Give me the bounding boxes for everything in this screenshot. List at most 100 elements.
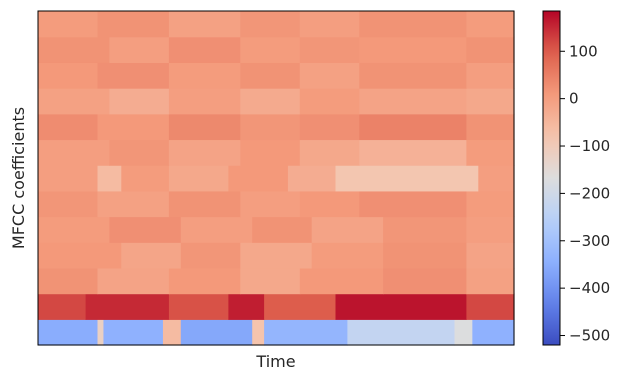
- heatmap-cell-c10-s2: [168, 88, 241, 115]
- heatmap-cell-c2-s4: [264, 293, 337, 320]
- heatmap-cell-c2-s2: [168, 293, 229, 320]
- heatmap-cell-c3-s6: [466, 267, 515, 295]
- colorbar-tick-label-3: −200: [569, 184, 610, 202]
- heatmap-cell-c5-s0: [38, 216, 110, 243]
- heatmap-cell-c2-s0: [38, 293, 87, 320]
- heatmap-cell-c10-s5: [359, 88, 467, 115]
- heatmap-cell-c9-s2: [168, 113, 241, 141]
- heatmap: [38, 11, 515, 346]
- heatmap-cell-c7-s3: [168, 165, 229, 192]
- heatmap-cell-c12-s5: [359, 36, 467, 63]
- heatmap-cell-c4-s3: [240, 242, 313, 269]
- heatmap-cell-c8-s6: [466, 139, 515, 166]
- heatmap-cell-c13-s1: [97, 11, 170, 38]
- heatmap-cell-c1-s3: [162, 319, 182, 346]
- heatmap-cell-c5-s6: [466, 216, 515, 243]
- heatmap-cell-c4-s2: [180, 242, 241, 269]
- heatmap-cell-c12-s2: [168, 36, 241, 63]
- heatmap-cell-c7-s2: [121, 165, 170, 192]
- heatmap-cell-c5-s2: [180, 216, 253, 243]
- heatmap-cell-c4-s1: [121, 242, 182, 269]
- heatmap-cell-c7-s1: [97, 165, 122, 192]
- heatmap-cell-c4-s6: [466, 242, 515, 269]
- heatmap-cell-c6-s6: [466, 190, 515, 218]
- heatmap-cell-c3-s1: [97, 267, 170, 295]
- heatmap-cell-c6-s3: [240, 190, 301, 218]
- colorbar-tick-label-6: −500: [569, 327, 610, 345]
- heatmap-cell-c1-s7: [347, 319, 456, 346]
- colorbar-tick-label-0: 100: [569, 42, 598, 60]
- heatmap-cell-c10-s4: [299, 88, 360, 115]
- heatmap-cell-c13-s3: [240, 11, 301, 38]
- heatmap-cell-c4-s4: [311, 242, 384, 269]
- heatmap-cell-c1-s6: [264, 319, 348, 346]
- plot-frame: [37, 10, 515, 346]
- heatmap-cell-c6-s2: [168, 190, 241, 218]
- colorbar-tick-label-2: −100: [569, 137, 610, 155]
- heatmap-cell-c2-s6: [466, 293, 515, 320]
- heatmap-cell-c9-s5: [359, 113, 467, 141]
- heatmap-cell-c6-s4: [299, 190, 360, 218]
- heatmap-cell-c1-s9: [472, 319, 515, 346]
- heatmap-cell-c7-s7: [478, 165, 515, 192]
- heatmap-cell-c1-s1: [97, 319, 105, 346]
- heatmap-cell-c7-s5: [287, 165, 337, 192]
- heatmap-cell-c1-s4: [180, 319, 253, 346]
- heatmap-cell-c10-s1: [109, 88, 170, 115]
- heatmap-cell-c8-s5: [359, 139, 467, 166]
- heatmap-cell-c8-s1: [109, 139, 170, 166]
- colorbar-ticks: 100 0 −100 −200 −300 −400 −500: [560, 42, 610, 345]
- heatmap-cell-c6-s1: [97, 190, 170, 218]
- heatmap-cell-c13-s4: [299, 11, 360, 38]
- heatmap-cell-c8-s0: [38, 139, 110, 166]
- heatmap-cell-c4-s0: [38, 242, 122, 269]
- heatmap-cell-c11-s6: [466, 62, 515, 89]
- heatmap-cell-c12-s0: [38, 36, 110, 63]
- heatmap-cell-c2-s5: [335, 293, 467, 320]
- heatmap-cell-c7-s4: [228, 165, 289, 192]
- heatmap-cell-c12-s4: [299, 36, 360, 63]
- heatmap-cell-c3-s5: [383, 267, 467, 295]
- heatmap-cell-c2-s3: [228, 293, 265, 320]
- x-axis-label: Time: [255, 352, 295, 371]
- heatmap-cell-c12-s1: [109, 36, 170, 63]
- heatmap-cell-c6-s5: [359, 190, 467, 218]
- heatmap-cell-c3-s0: [38, 267, 99, 295]
- heatmap-cell-c1-s2: [103, 319, 164, 346]
- heatmap-cell-c9-s1: [97, 113, 170, 141]
- heatmap-cell-c13-s0: [38, 11, 99, 38]
- heatmap-cell-c10-s3: [240, 88, 301, 115]
- heatmap-cell-c8-s3: [240, 139, 301, 166]
- heatmap-cell-c2-s1: [85, 293, 170, 320]
- heatmap-cell-c8-s4: [299, 139, 360, 166]
- heatmap-cell-c7-s0: [38, 165, 99, 192]
- heatmap-cell-c8-s2: [168, 139, 241, 166]
- colorbar-frame: [542, 10, 561, 346]
- heatmap-cell-c13-s2: [168, 11, 241, 38]
- heatmap-cell-c6-s0: [38, 190, 99, 218]
- heatmap-cell-c3-s2: [168, 267, 241, 295]
- heatmap-cell-c11-s1: [97, 62, 170, 89]
- heatmap-cell-c1-s5: [252, 319, 265, 346]
- heatmap-cell-c11-s3: [240, 62, 301, 89]
- heatmap-cell-c10-s0: [38, 88, 110, 115]
- colorbar: [543, 11, 560, 345]
- heatmap-cell-c5-s4: [311, 216, 384, 243]
- heatmap-cell-c9-s4: [299, 113, 360, 141]
- heatmap-cell-c5-s5: [383, 216, 467, 243]
- heatmap-cell-c11-s0: [38, 62, 99, 89]
- colorbar-tick-label-1: 0: [569, 90, 579, 108]
- heatmap-cell-c1-s8: [454, 319, 473, 346]
- heatmap-cell-c7-s6: [335, 165, 479, 192]
- heatmap-cell-c9-s6: [466, 113, 515, 141]
- heatmap-cell-c13-s5: [359, 11, 467, 38]
- heatmap-cell-c13-s6: [466, 11, 515, 38]
- colorbar-tick-label-4: −300: [569, 232, 610, 250]
- heatmap-cell-c10-s6: [466, 88, 515, 115]
- heatmap-cell-c12-s6: [466, 36, 515, 63]
- heatmap-cell-c4-s5: [383, 242, 467, 269]
- heatmap-cell-c3-s3: [240, 267, 301, 295]
- heatmap-cell-c11-s2: [168, 62, 241, 89]
- heatmap-cell-c12-s3: [240, 36, 301, 63]
